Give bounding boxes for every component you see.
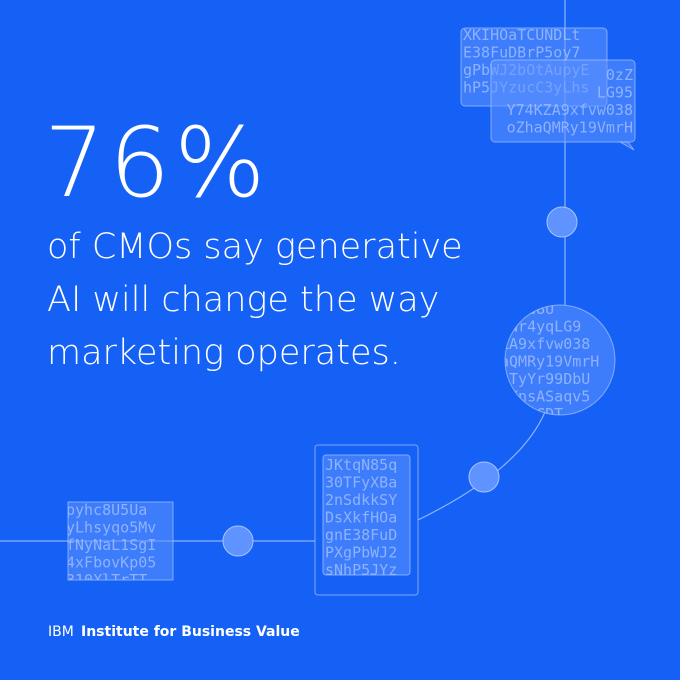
footer-brand: IBM <box>48 624 74 640</box>
statement-line: AI will change the way <box>47 280 439 320</box>
code-text: 4xFbovKp05 <box>66 554 156 572</box>
code-text: 310XlTrTT <box>66 571 147 589</box>
code-text: JKtqN85q <box>325 456 397 474</box>
code-text: 0zZ <box>606 66 633 84</box>
code-text: aQMRy19VmrH <box>500 353 599 371</box>
code-text: WNr4yqLG9 <box>500 318 581 336</box>
code-text: sNhP5JYz <box>325 561 397 579</box>
code-text: Y74KZA9xfvw038 <box>507 101 633 119</box>
code-text: oZhaQMRy19VmrH <box>507 119 633 137</box>
code-text: yLhsyqo5Mv <box>66 519 156 537</box>
code-text: XKIHOaTCUNDLt <box>463 26 580 44</box>
statement-line: marketing operates. <box>47 333 401 373</box>
code-text: pyhc8U5Ua <box>66 501 147 519</box>
code-text: PXgPbWJ2 <box>325 544 397 562</box>
tablet: JKtqN85q30TFyXBa2nSdkkSYDsXkfHOagnE38FuD… <box>314 444 419 596</box>
data-square: pyhc8U5UayLhsyqo5MvfNyNaL1SgI4xFbovKp053… <box>66 501 174 589</box>
code-text: E38FuDBrP5oy7 <box>463 44 580 62</box>
code-text: gnE38FuD <box>325 526 397 544</box>
stat: 76% <box>44 107 269 219</box>
code-text: 2TyYr99DbU <box>500 370 590 388</box>
statement-line: of CMOs say generative <box>47 227 463 267</box>
code-text: DXnsASaqv5 <box>500 388 590 406</box>
code-text: ZA9xfvw038 <box>500 335 590 353</box>
code-text: 30TFyXBa <box>325 474 397 492</box>
footer-unit: Institute for Business Value <box>81 624 300 640</box>
code-text: 2nSdkkSY <box>325 491 397 509</box>
code-text: DsXkfHOa <box>325 509 397 527</box>
code-text: fNyNaL1SgI <box>66 536 156 554</box>
code-text: LG95 <box>597 84 633 102</box>
